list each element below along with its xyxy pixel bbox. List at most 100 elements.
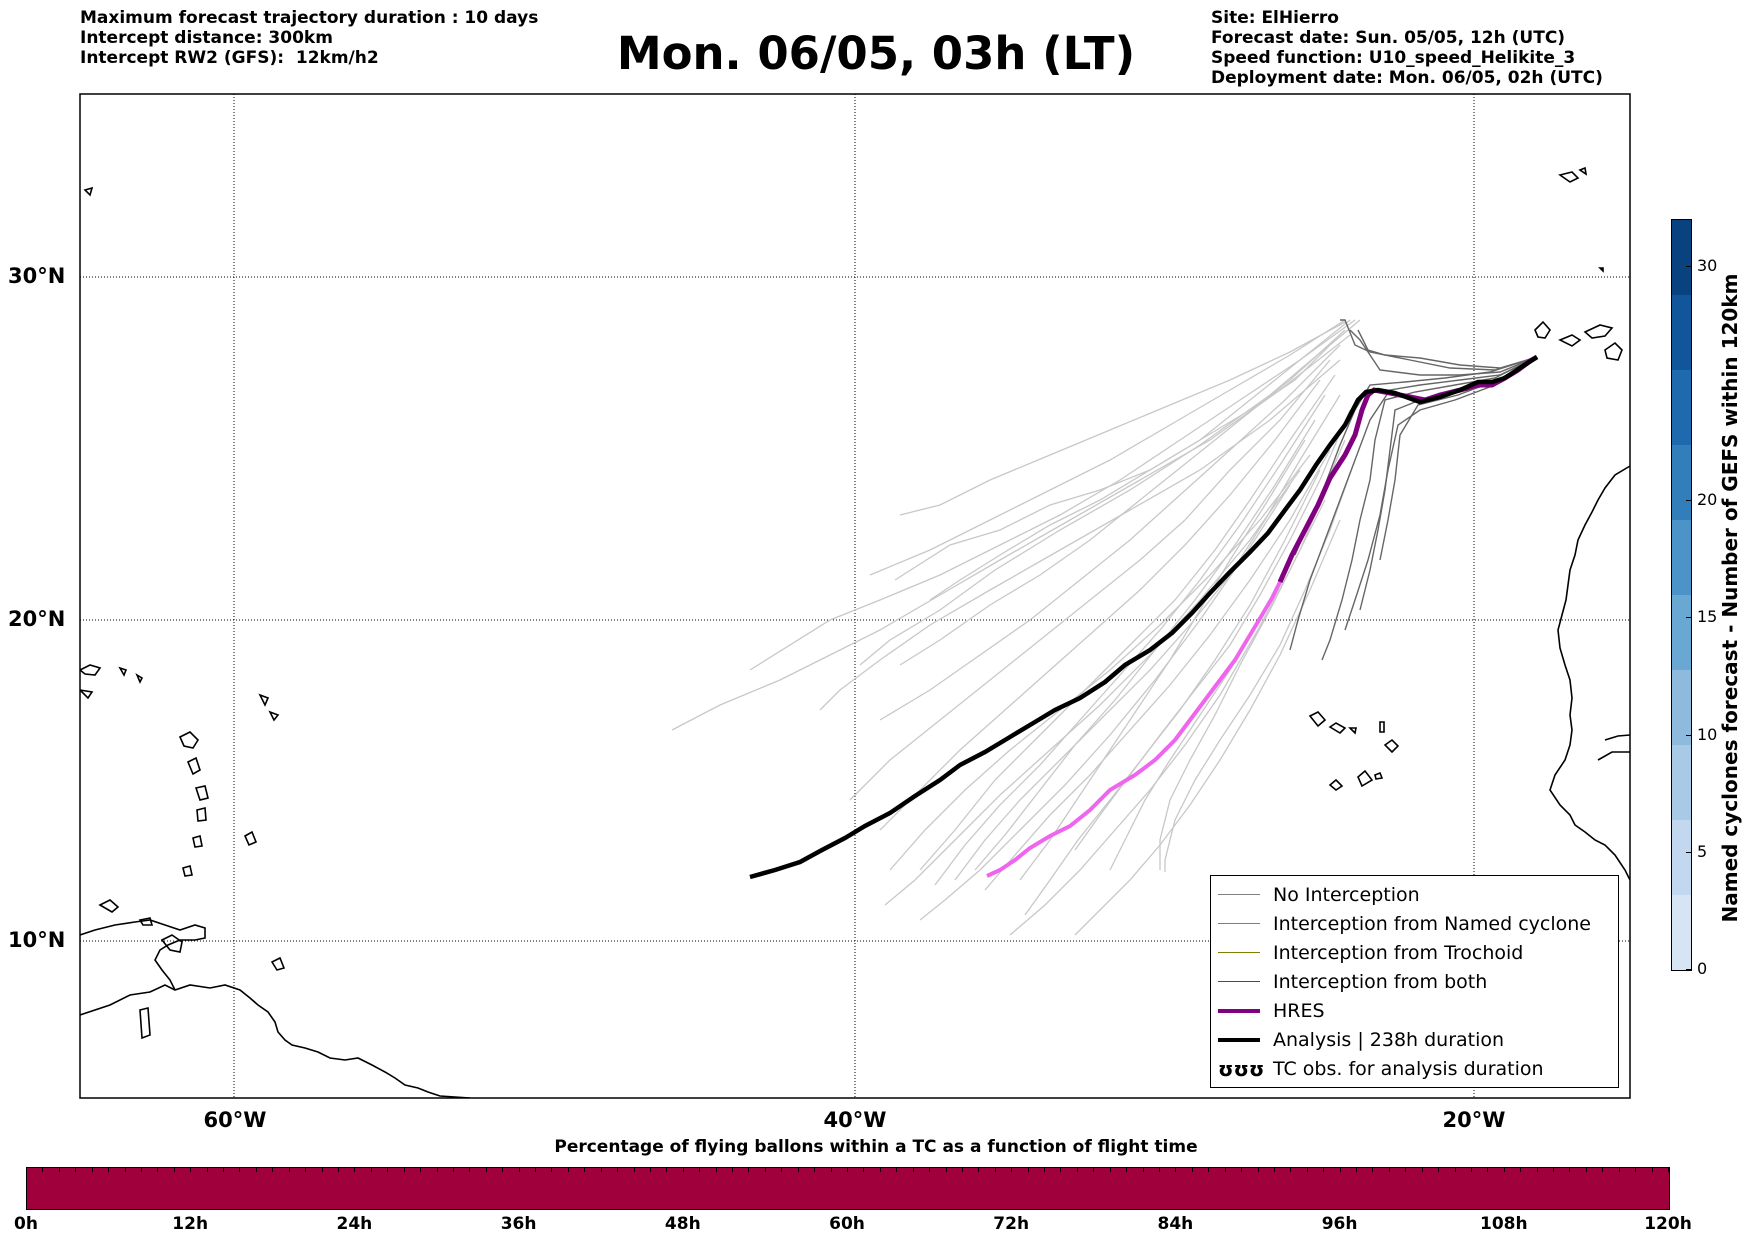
ensemble-trajectory-far xyxy=(894,319,1351,581)
legend-item-both: Interception from both xyxy=(1211,969,1618,995)
legend-swatch xyxy=(1218,981,1260,982)
bottom-tick-mark xyxy=(1224,1167,1226,1172)
bottom-tick-label: 0h xyxy=(14,1214,38,1234)
bottom-tick-mark xyxy=(1142,1167,1144,1172)
ensemble-trajectory-far xyxy=(974,419,1316,871)
legend-label: Interception from Trochoid xyxy=(1273,942,1524,964)
island-canary-2 xyxy=(1558,334,1582,347)
island-madeira xyxy=(1558,171,1580,183)
bottom-tick-mark xyxy=(337,1167,339,1172)
legend-swatch xyxy=(1218,952,1260,953)
island-carib-2 xyxy=(138,917,154,926)
graticule xyxy=(80,94,1630,1098)
bottom-tick-mark xyxy=(288,1167,290,1172)
ensemble-trajectory-far xyxy=(899,321,1346,516)
island-antilles-f xyxy=(182,864,193,877)
colorbar-named-cyclones xyxy=(1671,219,1692,971)
header-right-line: Site: ElHierro xyxy=(1211,8,1339,28)
bottom-tick-mark xyxy=(978,1167,980,1172)
bottom-tick-mark xyxy=(1011,1167,1013,1172)
colorbar-tick-mark xyxy=(1686,265,1691,267)
bottom-tick-mark xyxy=(830,1167,832,1172)
island-small-2 xyxy=(135,673,144,684)
bottom-tick-mark xyxy=(1060,1167,1062,1172)
bottom-tick-mark xyxy=(1618,1167,1620,1172)
bottom-tick-mark xyxy=(387,1167,389,1172)
colorbar-tick-label: 0 xyxy=(1697,959,1708,978)
bottom-tick-mark xyxy=(814,1167,816,1172)
colorbar-tick-mark xyxy=(1686,617,1691,619)
ensemble-trajectory xyxy=(1321,356,1538,661)
bottom-tick-mark xyxy=(1635,1167,1637,1172)
bottom-tick-label: 108h xyxy=(1480,1214,1528,1234)
bottom-tick-mark xyxy=(403,1167,405,1172)
colorbar-tick-label: 20 xyxy=(1697,490,1718,510)
bottom-tick-label: 84h xyxy=(1157,1214,1194,1234)
coast-lesser-antilles-1 xyxy=(80,664,102,676)
legend-label: TC obs. for analysis duration xyxy=(1273,1058,1544,1080)
colorbar-tick-label: 5 xyxy=(1697,841,1708,861)
bottom-tick-mark xyxy=(1306,1167,1308,1172)
header-right-line: Forecast date: Sun. 05/05, 12h (UTC) xyxy=(1211,28,1566,48)
bottom-colorbar-title: Percentage of flying ballons within a TC… xyxy=(554,1137,1198,1157)
bottom-tick-mark xyxy=(469,1167,471,1172)
bottom-tick-mark xyxy=(1093,1167,1095,1172)
bottom-tick-mark xyxy=(502,1167,504,1172)
bottom-tick-mark xyxy=(535,1167,537,1172)
bottom-tick-mark xyxy=(1076,1167,1078,1172)
legend-label: No Interception xyxy=(1273,884,1420,906)
bottom-tick-mark xyxy=(1503,1167,1505,1172)
bottom-tick-mark xyxy=(567,1167,569,1172)
bottom-tick-label: 60h xyxy=(829,1214,865,1234)
island-small-6 xyxy=(1598,267,1604,273)
bottom-tick-mark xyxy=(124,1167,126,1172)
bottom-tick-mark xyxy=(945,1167,947,1172)
island-capeverde-7 xyxy=(1357,769,1374,788)
ensemble-trajectory-far xyxy=(919,374,1336,871)
island-capeverde-8 xyxy=(1374,771,1384,780)
bottom-tick-mark xyxy=(1372,1167,1374,1172)
bottom-tick-mark xyxy=(551,1167,553,1172)
bottom-tick-mark xyxy=(1553,1167,1555,1172)
colorbar-tick-mark xyxy=(1686,851,1691,853)
hres-trajectory-late xyxy=(986,581,1282,878)
coast-africa-3 xyxy=(1597,751,1630,761)
bottom-tick-mark xyxy=(75,1167,77,1172)
legend-label: Interception from both xyxy=(1273,971,1488,993)
bottom-tick-mark xyxy=(781,1167,783,1172)
tc-obs-symbol-icon: ʊʊʊ xyxy=(1218,1057,1265,1081)
bottom-tick-mark xyxy=(896,1167,898,1172)
bottom-tick-mark xyxy=(994,1167,996,1172)
bottom-tick-mark xyxy=(518,1167,520,1172)
bottom-tick-mark xyxy=(1405,1167,1407,1172)
bottom-tick-mark xyxy=(485,1167,487,1172)
colorbar-label: Named cyclones forecast - Number of GEFS… xyxy=(1718,273,1742,923)
island-antilles-i xyxy=(139,1006,151,1040)
bottom-tick-mark xyxy=(682,1167,684,1172)
header-left-line: Intercept RW2 (GFS): 12km/h2 xyxy=(80,48,379,68)
ensemble-trajectory-far xyxy=(749,319,1356,671)
bottom-tick-mark xyxy=(1421,1167,1423,1172)
bottom-tick-mark xyxy=(1487,1167,1489,1172)
bottom-tick-mark xyxy=(1356,1167,1358,1172)
bottom-tick-mark xyxy=(223,1167,225,1172)
ensemble-trajectory-far xyxy=(889,454,1311,871)
bottom-tick-mark xyxy=(1569,1167,1571,1172)
colorbar-tick-mark xyxy=(1686,734,1691,736)
ensemble-trajectory-far xyxy=(1019,439,1306,881)
legend-swatch xyxy=(1218,894,1260,895)
legend-item-trochoid: Interception from Trochoid xyxy=(1211,940,1618,966)
ensemble-trajectory-far xyxy=(1074,519,1341,936)
bottom-tick-mark xyxy=(1454,1167,1456,1172)
bottom-tick-mark xyxy=(764,1167,766,1172)
bottom-tick-mark xyxy=(91,1167,93,1172)
bottom-tick-mark xyxy=(239,1167,241,1172)
bottom-tick-mark xyxy=(173,1167,175,1172)
ensemble-trajectory-far xyxy=(919,484,1291,921)
bottom-tick-mark xyxy=(1241,1167,1243,1172)
bottom-tick-mark xyxy=(26,1167,27,1172)
bottom-tick-mark xyxy=(108,1167,110,1172)
map-title: Mon. 06/05, 03h (LT) xyxy=(616,27,1136,80)
bottom-tick-label: 48h xyxy=(664,1214,701,1234)
coast-venezuela xyxy=(80,919,206,991)
